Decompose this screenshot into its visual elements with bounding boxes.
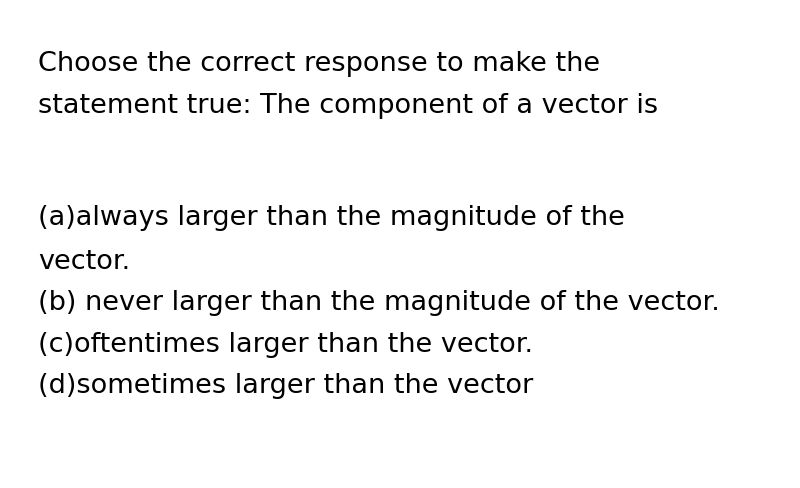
Text: (d)sometimes larger than the vector: (d)sometimes larger than the vector [38,373,534,399]
Text: (a)always larger than the magnitude of the: (a)always larger than the magnitude of t… [38,205,626,231]
Text: (b) never larger than the magnitude of the vector.: (b) never larger than the magnitude of t… [38,290,720,316]
Text: statement true: The component of a vector is: statement true: The component of a vecto… [38,93,658,119]
Text: vector.: vector. [38,249,130,275]
Text: Choose the correct response to make the: Choose the correct response to make the [38,51,601,77]
Text: (c)oftentimes larger than the vector.: (c)oftentimes larger than the vector. [38,332,534,358]
